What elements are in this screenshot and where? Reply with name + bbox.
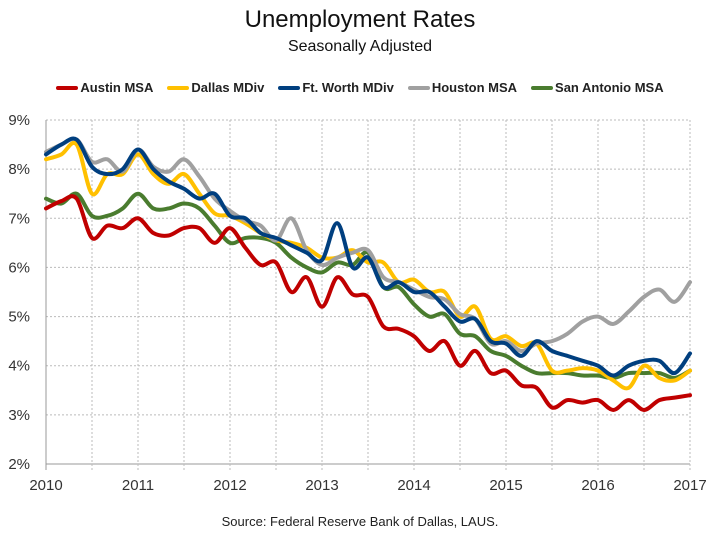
y-tick-label: 6% (8, 259, 30, 276)
legend-label-dallas: Dallas MDiv (191, 80, 265, 95)
x-tick-label: 2011 (122, 477, 154, 494)
y-tick-label: 5% (8, 309, 30, 326)
x-tick-label: 2012 (213, 477, 246, 494)
chart-title: Unemployment Rates (244, 6, 476, 33)
legend-swatch-austin (56, 85, 79, 90)
y-tick-label: 7% (8, 210, 30, 227)
x-tick-label: 2016 (581, 477, 614, 494)
legend-item-houston: Houston MSA (407, 80, 518, 95)
source-note: Source: Federal Reserve Bank of Dallas, … (221, 514, 499, 529)
legend-swatch-sanantonio (531, 85, 554, 90)
y-tick-label: 8% (8, 161, 30, 178)
legend-item-dallas: Dallas MDiv (167, 80, 264, 95)
legend-item-ftworth: Ft. Worth MDiv (278, 80, 394, 95)
x-tick-label: 2013 (305, 477, 338, 494)
x-tick-label: 2017 (673, 477, 706, 494)
y-tick-label: 2% (8, 456, 30, 473)
legend-label-ftworth: Ft. Worth MDiv (302, 80, 394, 95)
legend-label-houston: Houston MSA (431, 80, 518, 95)
series-line-ft-worth-mdiv (44, 136, 692, 378)
y-tick-label: 3% (8, 407, 30, 424)
legend-item-austin: Austin MSA (56, 80, 153, 95)
legend-swatch-ftworth (278, 85, 301, 90)
x-tick-label: 2010 (29, 477, 62, 494)
y-tick-label: 9% (8, 112, 30, 129)
x-tick-label: 2014 (397, 477, 430, 494)
legend-swatch-dallas (167, 85, 190, 90)
series-line-austin-msa (44, 194, 692, 412)
legend-label-austin: Austin MSA (80, 80, 154, 95)
legend: Austin MSA Dallas MDiv Ft. Worth MDiv Ho… (0, 80, 720, 95)
y-tick-label: 4% (8, 358, 30, 375)
x-tick-label: 2015 (489, 477, 522, 494)
legend-label-sanantonio: San Antonio MSA (555, 80, 664, 95)
series-line-dallas-mdiv (44, 140, 692, 391)
legend-item-sanantonio: San Antonio MSA (531, 80, 664, 95)
legend-swatch-houston (407, 85, 430, 90)
chart-subtitle: Seasonally Adjusted (287, 38, 433, 55)
